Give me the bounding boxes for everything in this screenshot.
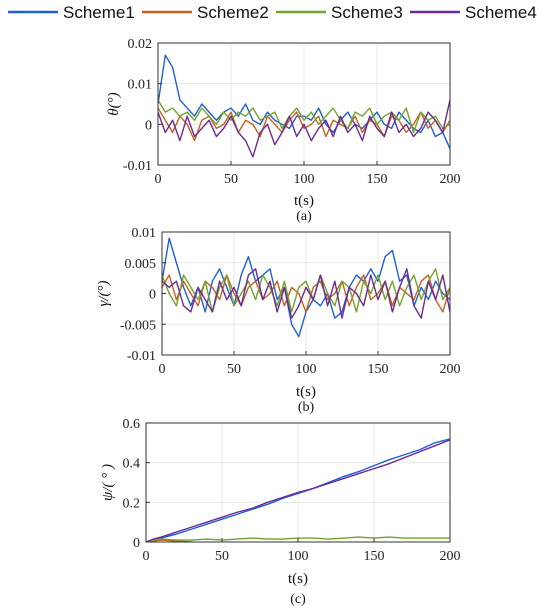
panel-caption: (c)	[290, 592, 306, 607]
y-tick-label: -0.01	[123, 159, 152, 174]
panel-caption: (a)	[296, 209, 312, 224]
y-tick-label: 0.2	[123, 496, 141, 511]
legend: Scheme1 Scheme2 Scheme3 Scheme4	[8, 3, 537, 22]
y-tick-label: 0	[149, 288, 156, 303]
x-tick-label: 100	[288, 549, 309, 564]
y-axis-label: ψ/( ° )	[100, 464, 116, 501]
series-line-scheme4	[158, 99, 450, 158]
x-tick-label: 200	[440, 549, 461, 564]
x-axis-label: t(s)	[296, 384, 316, 400]
y-axis-label: θ(°)	[106, 92, 122, 115]
x-tick-label: 50	[227, 362, 241, 377]
x-tick-label: 0	[143, 549, 150, 564]
x-tick-label: 0	[159, 362, 166, 377]
legend-label-scheme3: Scheme3	[331, 3, 403, 22]
y-tick-label: 0.01	[132, 226, 157, 241]
y-tick-label: 0.005	[125, 257, 157, 272]
series-line-scheme4	[162, 268, 450, 319]
y-tick-label: 0	[145, 118, 152, 133]
x-tick-label: 200	[440, 172, 461, 187]
panel-b: 0 50 100 150 200 -0.01 -0.005 0 0.005 0.01 t(s) γ/(…	[96, 226, 461, 415]
series-line-scheme3	[162, 268, 450, 313]
series-line-scheme1	[146, 438, 450, 542]
x-tick-label: 150	[364, 549, 385, 564]
series-line-scheme3	[158, 99, 450, 134]
x-tick-label: 200	[440, 362, 461, 377]
y-tick-label: 0	[133, 536, 140, 551]
x-tick-label: 0	[155, 172, 162, 187]
y-tick-label: 0.6	[123, 417, 141, 432]
x-axis-label: t(s)	[294, 193, 314, 209]
x-tick-label: 50	[215, 549, 229, 564]
y-tick-label: 0.4	[123, 457, 141, 472]
series-line-scheme3	[146, 536, 450, 542]
x-tick-label: 150	[367, 172, 388, 187]
legend-label-scheme4: Scheme4	[465, 3, 537, 22]
x-axis-label: t(s)	[288, 571, 308, 587]
y-tick-label: 0.01	[128, 78, 153, 93]
x-tick-label: 150	[368, 362, 389, 377]
legend-label-scheme2: Scheme2	[197, 3, 269, 22]
series-line-scheme2	[162, 274, 450, 313]
y-tick-label: -0.01	[127, 349, 156, 364]
y-axis-label: γ/(°)	[96, 280, 112, 306]
x-tick-label: 100	[296, 362, 317, 377]
series-line-scheme2	[158, 107, 450, 142]
series-line-scheme4	[146, 439, 450, 542]
legend-label-scheme1: Scheme1	[63, 3, 135, 22]
panel-c: 0 50 100 150 200 0 0.2 0.4 0.6 t(s) ψ/( ° ) (c)	[100, 417, 461, 607]
x-tick-label: 50	[224, 172, 238, 187]
panel-caption: (b)	[298, 400, 315, 415]
x-tick-label: 100	[294, 172, 315, 187]
y-tick-label: 0.02	[128, 37, 153, 52]
y-tick-label: -0.005	[120, 318, 156, 333]
